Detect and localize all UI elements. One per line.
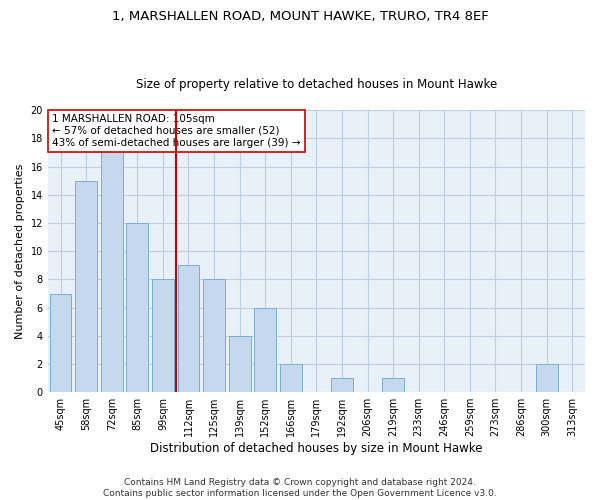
Bar: [50, 294, 71, 392]
Bar: [280, 364, 302, 392]
X-axis label: Distribution of detached houses by size in Mount Hawke: Distribution of detached houses by size …: [150, 442, 482, 455]
Bar: [101, 138, 122, 392]
Bar: [536, 364, 557, 392]
Bar: [127, 223, 148, 392]
Text: Contains HM Land Registry data © Crown copyright and database right 2024.
Contai: Contains HM Land Registry data © Crown c…: [103, 478, 497, 498]
Bar: [382, 378, 404, 392]
Bar: [75, 180, 97, 392]
Bar: [152, 280, 174, 392]
Y-axis label: Number of detached properties: Number of detached properties: [15, 164, 25, 339]
Bar: [229, 336, 251, 392]
Text: 1 MARSHALLEN ROAD: 105sqm
← 57% of detached houses are smaller (52)
43% of semi-: 1 MARSHALLEN ROAD: 105sqm ← 57% of detac…: [52, 114, 301, 148]
Text: 1, MARSHALLEN ROAD, MOUNT HAWKE, TRURO, TR4 8EF: 1, MARSHALLEN ROAD, MOUNT HAWKE, TRURO, …: [112, 10, 488, 23]
Bar: [331, 378, 353, 392]
Title: Size of property relative to detached houses in Mount Hawke: Size of property relative to detached ho…: [136, 78, 497, 91]
Bar: [254, 308, 276, 392]
Bar: [203, 280, 225, 392]
Bar: [178, 266, 199, 392]
